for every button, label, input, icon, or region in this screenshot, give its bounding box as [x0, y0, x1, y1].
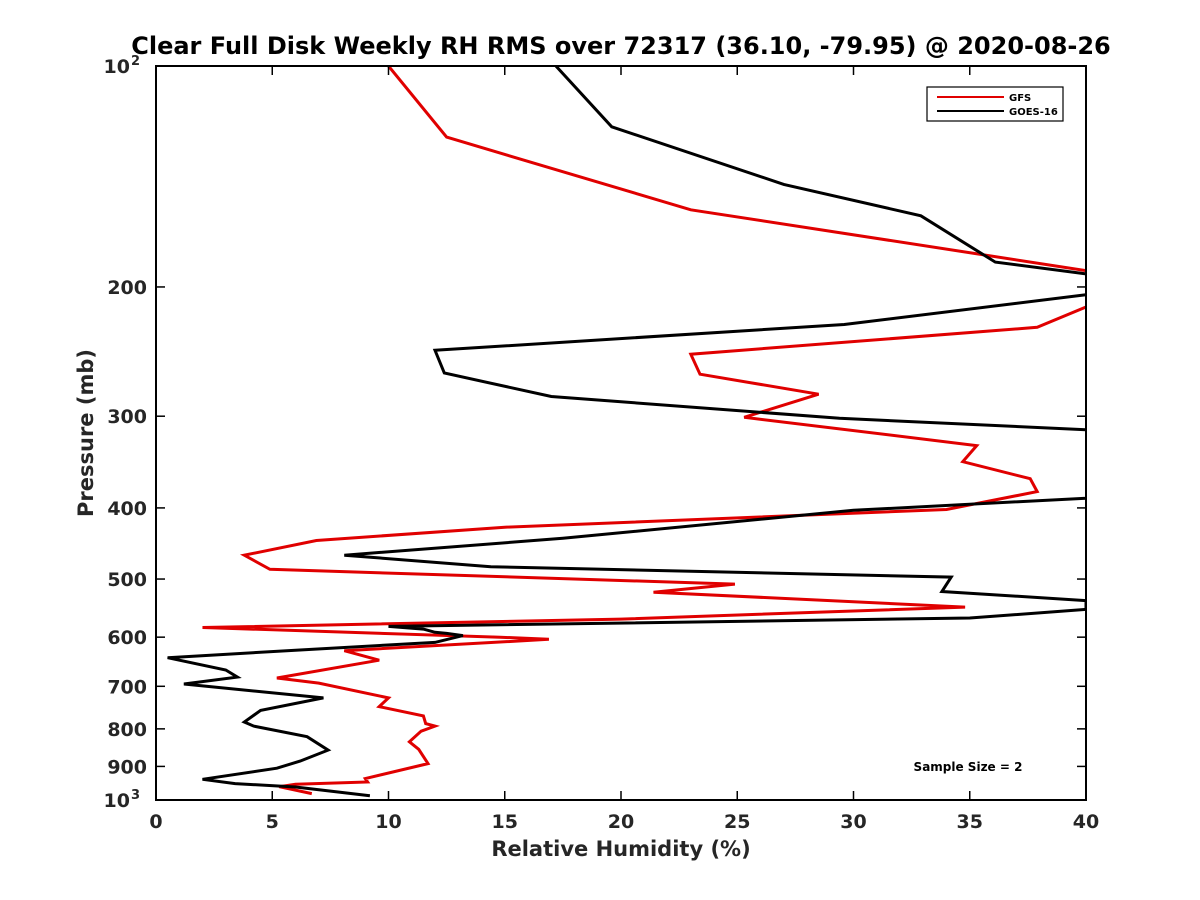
legend-label-gfs: GFS — [1009, 93, 1031, 104]
chart-title: Clear Full Disk Weekly RH RMS over 72317… — [131, 32, 1111, 60]
y-tick-label: 600 — [107, 627, 147, 649]
x-tick-label: 15 — [492, 811, 518, 833]
plot-area-frame — [155, 65, 1087, 801]
y-tick-label: 400 — [107, 498, 147, 520]
series-line-gfs — [202, 66, 1086, 796]
sample-size-annotation: Sample Size = 2 — [914, 760, 1023, 774]
x-tick-label: 35 — [957, 811, 983, 833]
y-axis-label: Pressure (mb) — [74, 349, 98, 517]
y-tick-label: 800 — [107, 719, 147, 741]
y-tick-label: 10 — [104, 790, 130, 812]
series-line-goes16 — [167, 66, 1086, 798]
y-tick-label: 300 — [107, 406, 147, 428]
x-tick-label: 40 — [1073, 811, 1099, 833]
y-tick-exponent: 2 — [131, 54, 140, 69]
y-tick-label: 10 — [104, 56, 130, 78]
x-tick-label: 20 — [608, 811, 634, 833]
x-tick-label: 30 — [840, 811, 866, 833]
x-tick-label: 10 — [375, 811, 401, 833]
y-tick-label: 900 — [107, 756, 147, 778]
legend-box — [926, 86, 1064, 122]
y-tick-label: 500 — [107, 569, 147, 591]
x-tick-label: 25 — [724, 811, 750, 833]
x-axis-ticks: 0 5 10 15 20 25 30 35 40 — [149, 66, 1099, 833]
x-tick-label: 0 — [149, 811, 162, 833]
x-axis-label: Relative Humidity (%) — [491, 837, 750, 861]
y-tick-exponent: 3 — [131, 788, 140, 803]
legend: GFS GOES-16 — [926, 86, 1064, 122]
series-layer — [167, 66, 1086, 798]
y-tick-label: 700 — [107, 676, 147, 698]
legend-label-goes16: GOES-16 — [1009, 107, 1058, 118]
x-tick-label: 5 — [266, 811, 279, 833]
y-tick-label: 200 — [107, 277, 147, 299]
